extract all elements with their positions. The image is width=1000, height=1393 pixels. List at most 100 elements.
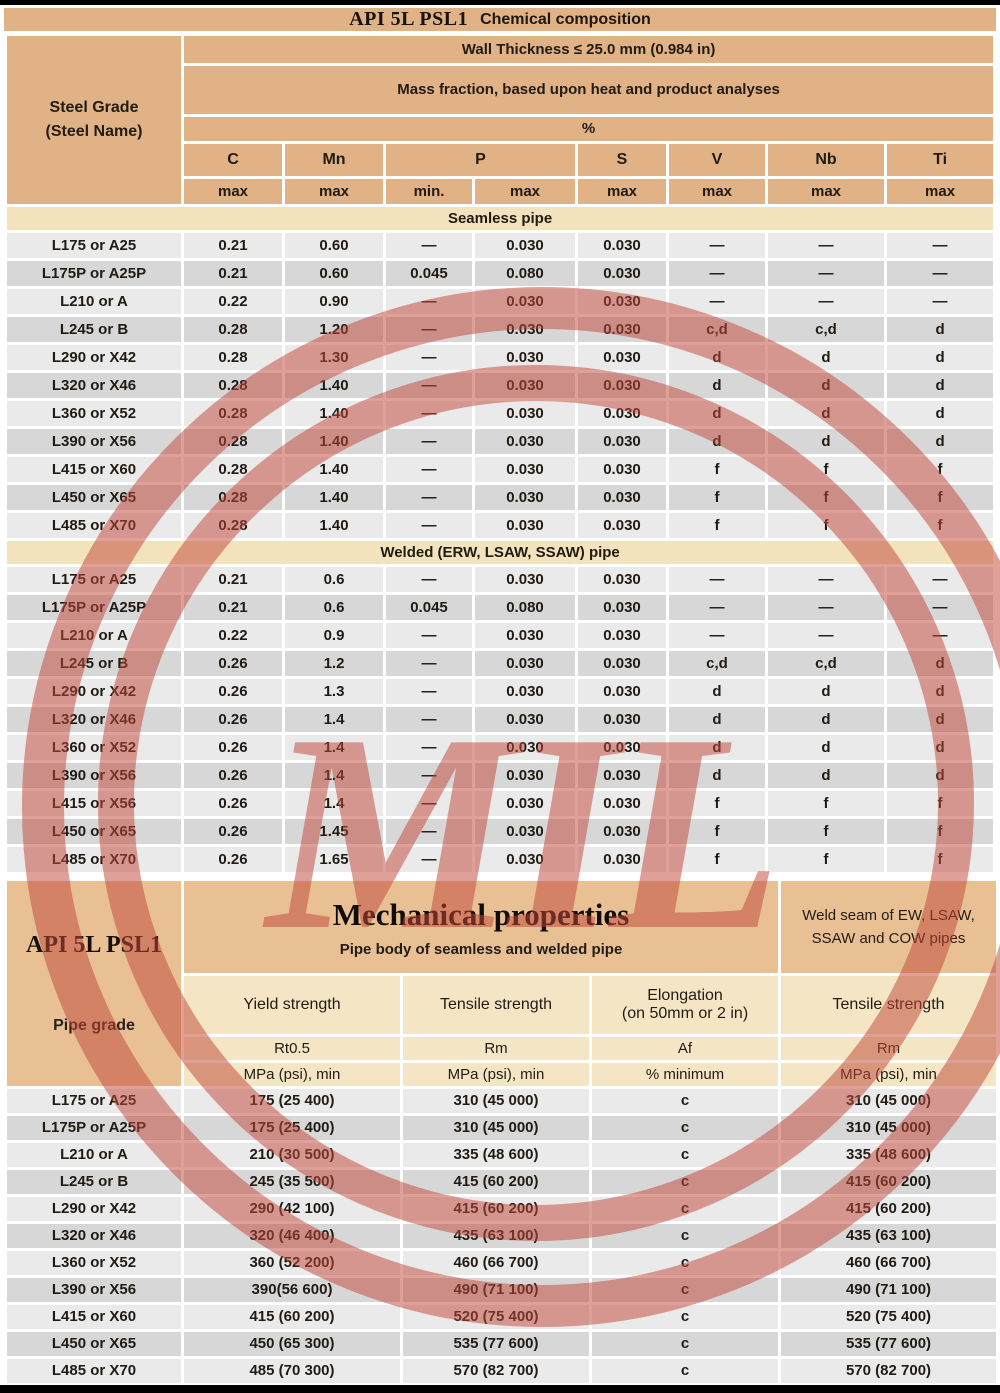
value-cell: c — [592, 1197, 779, 1221]
bottom-black-bar — [0, 1385, 1000, 1393]
value-cell: 0.030 — [475, 763, 575, 788]
value-cell: 0.030 — [578, 317, 666, 342]
value-cell: 0.030 — [475, 679, 575, 704]
value-cell: 0.030 — [578, 233, 666, 258]
table-row: L485 or X70 485 (70 300) 570 (82 700) c 570 … — [7, 1359, 997, 1383]
element-header-s: S — [578, 144, 666, 176]
value-cell: 0.030 — [475, 373, 575, 398]
yield-strength-header: Yield strength — [184, 976, 400, 1034]
value-cell: d — [768, 429, 884, 454]
value-cell: d — [669, 345, 765, 370]
table-row: L290 or X42 0.28 1.30—0.030 0.030 d d d — [7, 345, 994, 370]
value-cell: — — [768, 595, 884, 620]
seamless-pipe-rows: L175 or A25 0.21 0.60—0.030 0.030— — — L175P o… — [7, 233, 994, 538]
value-cell: 0.28 — [184, 317, 282, 342]
value-cell: — — [386, 233, 472, 258]
value-cell: 0.26 — [184, 791, 282, 816]
limit-header: max — [285, 179, 383, 204]
symbol-af: Af — [592, 1037, 779, 1060]
symbol-rm-weld: Rm — [781, 1037, 997, 1060]
value-cell: 0.030 — [475, 317, 575, 342]
grade-cell: L450 or X65 — [7, 485, 181, 510]
value-cell: d — [887, 429, 994, 454]
section-band-seamless: Seamless pipe — [7, 207, 994, 230]
limit-header: max — [184, 179, 282, 204]
value-cell: c — [592, 1170, 779, 1194]
weld-seam-line1: Weld seam of EW, LSAW, — [802, 906, 975, 924]
table-row: L290 or X42 0.26 1.3—0.030 0.030 d d d — [7, 679, 994, 704]
value-cell: 0.030 — [578, 819, 666, 844]
weld-tensile-strength-header: Tensile strength — [781, 976, 997, 1034]
value-cell: 0.030 — [578, 261, 666, 286]
value-cell: 0.28 — [184, 429, 282, 454]
value-cell: 0.030 — [475, 485, 575, 510]
value-cell: 1.2 — [285, 651, 383, 676]
value-cell: 490 (71 100) — [781, 1278, 997, 1302]
value-cell: — — [768, 261, 884, 286]
value-cell: 0.030 — [475, 233, 575, 258]
welded-pipe-rows: L175 or A25 0.21 0.6—0.030 0.030— — — L175P or… — [7, 567, 994, 872]
value-cell: c — [592, 1116, 779, 1140]
value-cell: f — [669, 847, 765, 872]
value-cell: — — [386, 567, 472, 592]
limit-header: min. — [386, 179, 472, 204]
value-cell: — — [669, 623, 765, 648]
unit-mpa-psi: MPa (psi), min — [403, 1063, 589, 1086]
brand-title: API 5L PSL1 — [349, 8, 469, 30]
value-cell: 0.9 — [285, 623, 383, 648]
table-row: L290 or X42 290 (42 100) 415 (60 200) c 415 … — [7, 1197, 997, 1221]
element-header-p: P — [386, 144, 575, 176]
value-cell: f — [887, 513, 994, 538]
value-cell: — — [386, 679, 472, 704]
value-cell: 0.030 — [475, 847, 575, 872]
grade-cell: L210 or A — [7, 1143, 181, 1167]
value-cell: 1.20 — [285, 317, 383, 342]
value-cell: 0.030 — [578, 457, 666, 482]
value-cell: d — [887, 763, 994, 788]
value-cell: 1.4 — [285, 707, 383, 732]
weld-seam-line2: SSAW and COW pipes — [811, 930, 966, 947]
value-cell: d — [768, 401, 884, 426]
value-cell: 0.60 — [285, 233, 383, 258]
value-cell: 520 (75 400) — [781, 1305, 997, 1329]
value-cell: 0.030 — [578, 485, 666, 510]
limit-header: max — [475, 179, 575, 204]
value-cell: 0.28 — [184, 513, 282, 538]
value-cell: — — [768, 289, 884, 314]
value-cell: — — [386, 373, 472, 398]
value-cell: 0.030 — [475, 623, 575, 648]
value-cell: — — [669, 567, 765, 592]
grade-cell: L390 or X56 — [7, 763, 181, 788]
value-cell: 1.40 — [285, 485, 383, 510]
grade-cell: L245 or B — [7, 651, 181, 676]
elongation-header: Elongation (on 50mm or 2 in) — [592, 976, 779, 1034]
value-cell: — — [386, 401, 472, 426]
value-cell: 415 (60 200) — [781, 1197, 997, 1221]
value-cell: — — [386, 513, 472, 538]
value-cell: c — [592, 1089, 779, 1113]
mechanical-properties-title-cell: Mechanical properties Pipe body of seaml… — [184, 881, 779, 973]
pipe-body-group-label: Pipe body of seamless and welded pipe — [339, 940, 623, 958]
steel-grade-line1: Steel Grade — [49, 99, 139, 116]
symbol-rt05: Rt0.5 — [184, 1037, 400, 1060]
value-cell: 0.26 — [184, 651, 282, 676]
table-row: L245 or B 245 (35 500) 415 (60 200) c 415 (6… — [7, 1170, 997, 1194]
table-row: L320 or X46 0.28 1.40—0.030 0.030 d d d — [7, 373, 994, 398]
value-cell: d — [887, 317, 994, 342]
value-cell: d — [768, 735, 884, 760]
grade-cell: L245 or B — [7, 317, 181, 342]
value-cell: 0.22 — [184, 623, 282, 648]
value-cell: d — [887, 735, 994, 760]
mechanical-properties-table: API 5L PSL1 Pipe grade Mechanical proper… — [4, 878, 999, 1386]
table-row: L320 or X46 0.26 1.4—0.030 0.030 d d d — [7, 707, 994, 732]
value-cell: 0.030 — [578, 373, 666, 398]
value-cell: c — [592, 1143, 779, 1167]
steel-grade-header: Steel Grade (Steel Name) — [7, 36, 181, 204]
value-cell: 0.080 — [475, 261, 575, 286]
value-cell: 0.26 — [184, 819, 282, 844]
value-cell: d — [768, 763, 884, 788]
value-cell: 0.28 — [184, 485, 282, 510]
grade-cell: L175P or A25P — [7, 595, 181, 620]
brand-title: API 5L PSL1 — [25, 931, 163, 958]
value-cell: — — [887, 261, 994, 286]
